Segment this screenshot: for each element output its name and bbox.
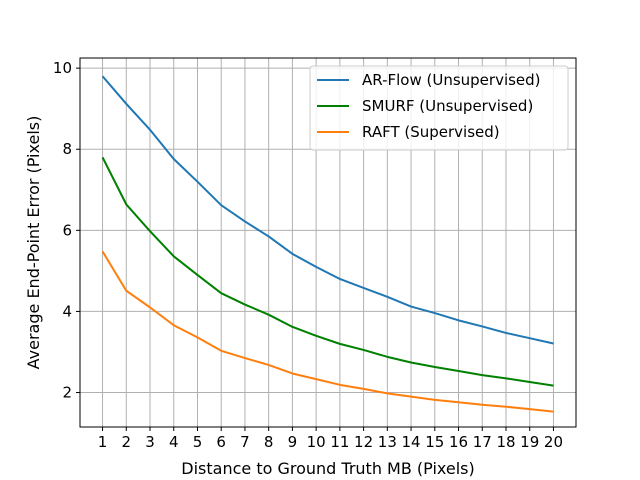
x-tick-label: 20 [544,433,563,451]
y-tick-label: 4 [62,302,72,320]
x-tick-label: 5 [193,433,203,451]
series-line-1 [101,156,554,387]
x-tick-label: 15 [425,433,444,451]
x-tick-label: 18 [496,433,515,451]
x-tick-label: 10 [307,433,326,451]
x-tick-label: 3 [145,433,155,451]
series-line-0 [101,75,554,345]
x-tick-label: 13 [378,433,397,451]
x-axis-ticks: 1 2 3 4 5 6 7 8 9 10 11 12 13 14 15 16 17 18 19 20 [98,427,563,451]
x-tick-label: 6 [216,433,226,451]
x-tick-label: 14 [402,433,421,451]
x-tick-label: 1 [98,433,108,451]
y-tick-label: 6 [62,221,72,239]
x-tick-label: 2 [122,433,132,451]
y-tick-label: 10 [53,59,72,77]
series-lines [101,75,554,413]
legend: AR-Flow (Unsupervised) SMURF (Unsupervise… [309,65,569,151]
plot-frame [79,57,577,428]
x-tick-label: 4 [169,433,179,451]
legend-entry-2: RAFT (Supervised) [362,123,500,141]
x-tick-label: 11 [330,433,349,451]
y-tick-label: 2 [62,384,72,402]
grid-lines [80,58,576,427]
x-axis-label: Distance to Ground Truth MB (Pixels) [181,459,474,478]
x-tick-label: 17 [473,433,492,451]
y-axis-label: Average End-Point Error (Pixels) [24,116,43,370]
x-tick-label: 16 [449,433,468,451]
x-tick-label: 19 [520,433,539,451]
series-line-2 [101,250,554,413]
legend-entry-0: AR-Flow (Unsupervised) [362,71,541,89]
y-axis-ticks: 2 4 6 8 10 [53,59,80,402]
x-tick-label: 12 [354,433,373,451]
x-tick-label: 9 [288,433,298,451]
x-tick-label: 7 [240,433,250,451]
legend-entry-1: SMURF (Unsupervised) [362,97,533,115]
x-tick-label: 8 [264,433,274,451]
y-tick-label: 8 [62,140,72,158]
legend-box [309,65,569,151]
